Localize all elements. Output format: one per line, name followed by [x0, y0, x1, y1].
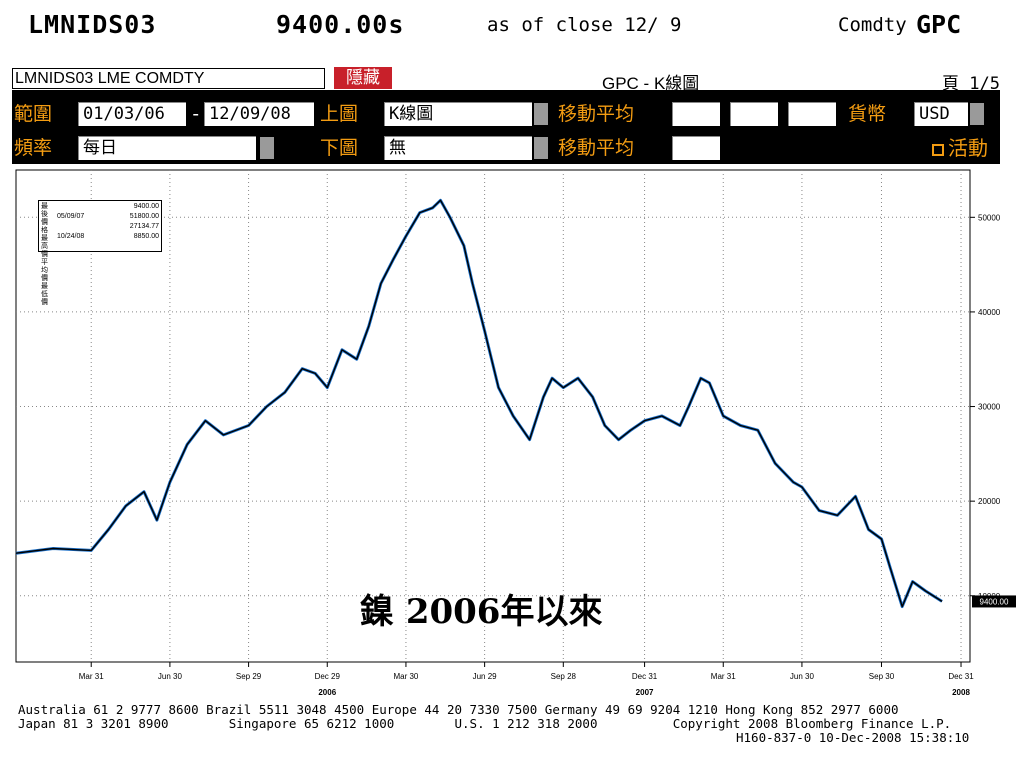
date-from-field[interactable]: 01/03/06 [78, 102, 186, 126]
last-price: 9400.00s [276, 10, 405, 39]
plot-area [15, 169, 971, 663]
panel-title: GPC - K線圖 [602, 74, 700, 93]
y-tick-label: 20000 [978, 497, 1001, 506]
as-of-label: as of close 12/ 9 [487, 14, 682, 36]
page-indicator: 頁 1/5 [942, 74, 1000, 94]
lower-chart-dropdown[interactable] [534, 137, 548, 159]
x-tick-label: Dec 31 [948, 672, 974, 681]
x-tick-label: Mar 31 [711, 672, 736, 681]
y-tick-label: 40000 [978, 308, 1001, 317]
panel-title-row: LMNIDS03 LME COMDTY 隱藏 GPC - K線圖 頁 1/5 [12, 66, 1000, 94]
currency-label: 貨幣 [848, 103, 887, 125]
stats-vertical-labels: 最後價格 最高價 平均價 最低價 [41, 203, 48, 306]
ma-field-lower[interactable] [672, 136, 720, 160]
price-stats-box: 最後價格 最高價 平均價 最低價 9400.00 05/09/07 51800.0… [38, 200, 162, 306]
checkbox-icon [932, 143, 944, 156]
footer-timestamp: H160-837-0 10-Dec-2008 15:38:10 [736, 730, 970, 745]
ma-field-2[interactable] [730, 102, 778, 126]
year-label: 2007 [636, 688, 654, 697]
activity-button-label: 活動 [948, 136, 988, 160]
moving-average-label-2: 移動平均 [558, 137, 635, 159]
stats-row: 27134.77 [129, 223, 159, 230]
frequency-dropdown[interactable] [260, 137, 274, 159]
x-tick-label: Jun 30 [158, 672, 183, 681]
market-sector: Comdty [838, 14, 907, 36]
activity-button[interactable]: 活動 [920, 134, 1000, 162]
lower-chart-field[interactable]: 無 [384, 136, 532, 160]
y-tick-label: 30000 [978, 403, 1001, 412]
upper-chart-field[interactable]: K線圖 [384, 102, 532, 126]
x-tick-label: Sep 28 [551, 672, 577, 681]
frequency-field[interactable]: 每日 [78, 136, 256, 160]
x-tick-label: Jun 29 [473, 672, 498, 681]
upper-chart-dropdown[interactable] [534, 103, 548, 125]
last-price-marker-label: 9400.00 [980, 597, 1009, 606]
ma-field-1[interactable] [672, 102, 720, 126]
x-tick-label: Dec 29 [315, 672, 341, 681]
x-tick-label: Jun 30 [790, 672, 815, 681]
x-tick-label: Sep 29 [236, 672, 262, 681]
x-tick-label: Mar 30 [393, 672, 418, 681]
footer-contacts-line-1: Australia 61 2 9777 8600 Brazil 5511 304… [18, 702, 899, 717]
ma-field-3[interactable] [788, 102, 836, 126]
terminal-header: LMNIDS03 9400.00s as of close 12/ 9 Comd… [0, 0, 1024, 58]
stats-row: 9400.00 [133, 203, 159, 210]
x-tick-label: Mar 31 [79, 672, 104, 681]
frequency-label: 頻率 [14, 137, 53, 159]
year-label: 2008 [952, 688, 970, 697]
date-to-field[interactable]: 12/09/08 [204, 102, 314, 126]
function-code: GPC [916, 10, 962, 39]
range-label: 範圍 [14, 103, 53, 125]
date-separator: - [190, 103, 202, 125]
x-tick-label: Sep 30 [869, 672, 895, 681]
x-tick-label: Dec 31 [632, 672, 658, 681]
lower-chart-label: 下圖 [320, 137, 359, 159]
y-tick-label: 50000 [978, 213, 1001, 222]
hide-button[interactable]: 隱藏 [334, 67, 392, 89]
currency-dropdown[interactable] [970, 103, 984, 125]
stats-row: 05/09/07 51800.00 [57, 213, 159, 220]
footer-contacts-line-2: Japan 81 3 3201 8900 Singapore 65 6212 1… [18, 716, 952, 731]
currency-field[interactable]: USD [914, 102, 968, 126]
stats-row: 10/24/08 8850.00 [57, 233, 159, 240]
price-series-line [15, 199, 943, 608]
chart-caption: 鎳 2006年以來 [360, 592, 603, 632]
security-name-field[interactable]: LMNIDS03 LME COMDTY [12, 68, 325, 89]
last-price-marker [972, 595, 1016, 608]
upper-chart-label: 上圖 [320, 103, 359, 125]
chart-settings-panel: LMNIDS03 LME COMDTY 隱藏 GPC - K線圖 頁 1/5 範… [12, 66, 1000, 164]
year-label: 2006 [318, 688, 336, 697]
ticker-symbol: LMNIDS03 [28, 10, 157, 39]
moving-average-label-1: 移動平均 [558, 103, 635, 125]
